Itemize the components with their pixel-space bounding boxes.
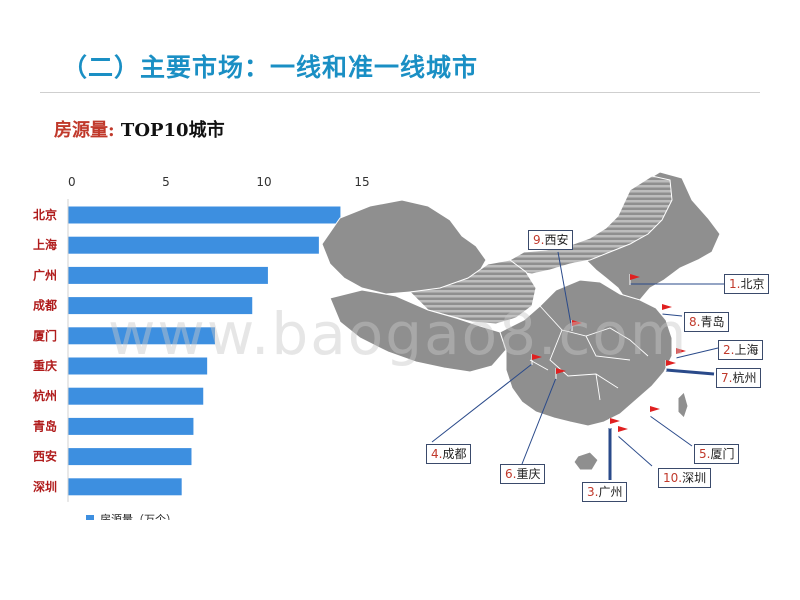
bar	[68, 387, 204, 405]
city-callout: 1.北京	[724, 274, 770, 294]
category-label: 深圳	[33, 479, 57, 494]
callout-city: 成都	[442, 447, 467, 461]
map-leader-lines	[431, 251, 724, 480]
callout-rank: 9.	[533, 233, 545, 247]
category-label: 西安	[33, 449, 57, 464]
map-region-central	[499, 279, 673, 427]
bar	[68, 478, 182, 496]
callout-rank: 6.	[505, 467, 517, 481]
bar	[68, 448, 192, 466]
bar	[68, 236, 319, 254]
x-tick-label: 10	[256, 175, 271, 189]
callout-rank: 4.	[431, 447, 443, 461]
legend-label: 房源量（万个）	[100, 512, 177, 520]
bar	[68, 206, 341, 224]
category-label: 重庆	[33, 358, 57, 373]
leader-line	[649, 415, 693, 447]
flag-icon	[610, 418, 620, 424]
flag-icon	[650, 406, 660, 412]
flag-icon	[666, 360, 676, 366]
city-callout: 10.深圳	[658, 468, 712, 488]
subtitle-rest: TOP10城市	[114, 120, 225, 141]
map-region-tibet	[329, 289, 507, 373]
callout-city: 北京	[740, 277, 765, 291]
map-province-borders	[475, 245, 649, 401]
callout-rank: 5.	[699, 447, 711, 461]
flag-icon	[572, 320, 582, 326]
callout-city: 广州	[598, 485, 623, 499]
chart-subtitle: 房源量: TOP10城市	[54, 116, 225, 142]
page-title: （二）主要市场：一线和准一线城市	[62, 53, 479, 82]
bar	[68, 297, 253, 315]
map-region-xinjiang	[321, 199, 487, 295]
map-region-taiwan	[677, 391, 689, 419]
callout-rank: 2.	[723, 343, 735, 357]
leader-line	[521, 377, 557, 465]
flag-icon	[532, 354, 542, 360]
city-callout: 7.杭州	[716, 368, 762, 388]
leader-line	[675, 347, 719, 359]
callout-rank: 3.	[587, 485, 599, 499]
category-label: 青岛	[33, 418, 57, 433]
callout-rank: 1.	[729, 277, 741, 291]
city-callout: 4.成都	[426, 444, 472, 464]
flag-icon	[556, 368, 566, 374]
leader-line	[665, 368, 715, 376]
map-region-hainan	[573, 451, 599, 471]
x-tick-label: 0	[68, 175, 76, 189]
callout-city: 青岛	[700, 315, 725, 329]
callout-city: 杭州	[732, 371, 757, 385]
bar	[68, 266, 268, 284]
x-tick-label: 15	[354, 175, 369, 189]
legend-swatch	[86, 515, 94, 520]
flag-icon	[630, 274, 640, 280]
china-map	[321, 171, 724, 480]
category-label: 杭州	[33, 388, 57, 403]
subtitle-lead: 房源量:	[54, 120, 115, 141]
category-label: 厦门	[33, 328, 57, 343]
category-label: 广州	[33, 267, 57, 282]
city-callout: 8.青岛	[684, 312, 730, 332]
leader-line	[661, 313, 683, 317]
x-tick-label: 5	[162, 175, 170, 189]
map-flags	[531, 274, 686, 437]
map-landmass	[321, 171, 721, 471]
callout-rank: 10.	[663, 471, 683, 485]
category-label: 上海	[33, 237, 57, 252]
callout-city: 上海	[734, 343, 759, 357]
city-callout: 6.重庆	[500, 464, 546, 484]
leader-line	[557, 251, 573, 331]
flag-icon	[662, 304, 672, 310]
leader-line	[431, 363, 533, 443]
title-divider	[40, 92, 760, 93]
city-callout: 9.西安	[528, 230, 574, 250]
city-callout: 2.上海	[718, 340, 764, 360]
category-label: 成都	[33, 298, 57, 313]
flag-icon	[676, 348, 686, 354]
callout-rank: 7.	[721, 371, 733, 385]
callout-city: 重庆	[516, 467, 541, 481]
flag-icon	[618, 426, 628, 432]
bar	[68, 357, 208, 375]
callout-rank: 8.	[689, 315, 701, 329]
bar	[68, 327, 215, 345]
leader-line	[617, 435, 653, 467]
category-label: 北京	[33, 207, 57, 222]
city-callout: 5.厦门	[694, 444, 740, 464]
callout-city: 西安	[544, 233, 569, 247]
bar	[68, 417, 194, 435]
city-callout: 3.广州	[582, 482, 628, 502]
callout-city: 深圳	[682, 471, 707, 485]
callout-city: 厦门	[710, 447, 735, 461]
